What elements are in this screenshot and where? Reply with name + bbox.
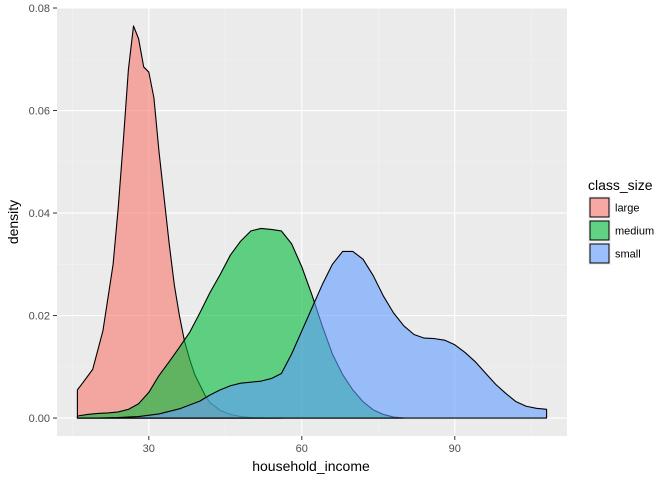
legend-swatch-small — [589, 243, 610, 264]
y-tick-label: 0.02 — [29, 311, 50, 323]
legend-label-large: large — [615, 203, 639, 215]
y-axis: 0.00 0.02 0.04 0.06 0.08 — [29, 3, 57, 425]
x-tick-label: 30 — [143, 443, 155, 455]
y-tick-label: 0.00 — [29, 413, 50, 425]
x-tick-label: 60 — [296, 443, 308, 455]
legend-swatch-medium — [589, 220, 610, 241]
legend-label-medium: medium — [615, 226, 654, 238]
x-tick-label: 90 — [449, 443, 461, 455]
x-axis-title: household_income — [252, 458, 370, 474]
y-axis-title: density — [5, 200, 21, 244]
legend-label-small: small — [615, 249, 641, 261]
y-tick-label: 0.06 — [29, 106, 50, 118]
y-tick-label: 0.04 — [29, 208, 50, 220]
density-area-small — [76, 250, 548, 419]
x-axis: 30 60 90 — [143, 436, 461, 455]
density-series — [76, 25, 548, 419]
legend-swatch-large — [589, 197, 610, 218]
y-tick-label: 0.08 — [29, 3, 50, 15]
legend: class_size large medium small — [588, 177, 654, 265]
legend-title: class_size — [588, 177, 653, 193]
